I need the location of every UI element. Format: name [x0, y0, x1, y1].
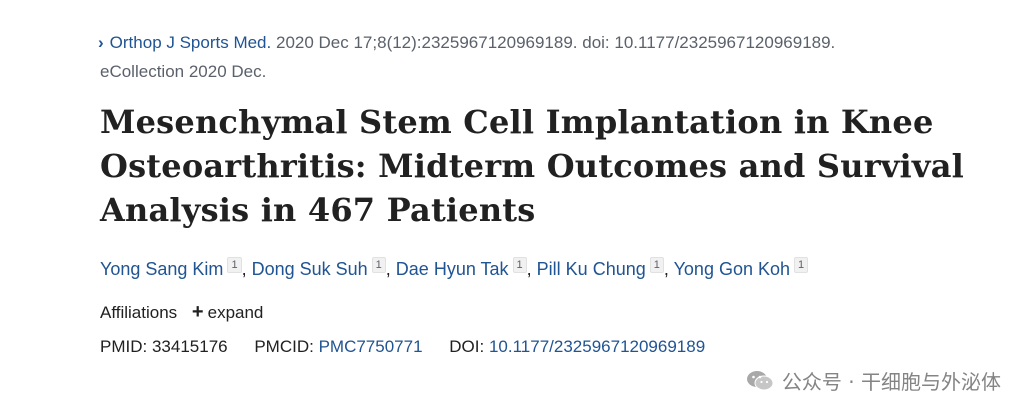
pmcid-group: PMCID: PMC7750771: [254, 337, 422, 356]
affiliation-marker[interactable]: 1: [794, 257, 809, 273]
pmid-label: PMID:: [100, 337, 148, 356]
author-item: Pill Ku Chung 1,: [536, 257, 674, 279]
affiliation-marker[interactable]: 1: [649, 257, 664, 273]
article-header: › Orthop J Sports Med. 2020 Dec 17;8(12):…: [98, 28, 1000, 361]
watermark-text: 公众号 · 干细胞与外泌体: [781, 370, 1001, 394]
author-link[interactable]: Pill Ku Chung: [536, 259, 646, 279]
author-link[interactable]: Yong Gon Koh: [673, 259, 790, 279]
citation: › Orthop J Sports Med. 2020 Dec 17;8(12):…: [98, 28, 1000, 86]
affiliation-marker[interactable]: 1: [371, 257, 386, 273]
doi-group: DOI: 10.1177/2325967120969189: [449, 337, 705, 356]
expand-label: expand: [207, 303, 264, 322]
watermark: 公众号 · 干细胞与外泌体: [746, 366, 1001, 395]
author-link[interactable]: Dong Suk Suh: [251, 259, 368, 279]
author-item: Dae Hyun Tak 1,: [395, 257, 537, 279]
pmid-group: PMID: 33415176: [100, 337, 228, 356]
author-item: Yong Gon Koh 1: [673, 257, 809, 279]
affiliation-marker[interactable]: 1: [512, 257, 527, 273]
affiliations-row: Affiliations + expand: [100, 298, 1000, 327]
authors-list: Yong Sang Kim 1, Dong Suk Suh 1, Dae Hyun …: [100, 254, 1000, 284]
author-link[interactable]: Yong Sang Kim: [100, 259, 224, 279]
citation-details: 2020 Dec 17;8(12):2325967120969189. doi:…: [275, 33, 836, 52]
doi-link[interactable]: 10.1177/2325967120969189: [488, 337, 706, 356]
citation-ecollection: eCollection 2020 Dec.: [100, 62, 267, 81]
author-item: Yong Sang Kim 1,: [100, 257, 252, 279]
affiliation-marker[interactable]: 1: [227, 257, 242, 273]
journal-link[interactable]: Orthop J Sports Med.: [109, 33, 272, 52]
plus-icon: +: [191, 301, 204, 323]
pmcid-label: PMCID:: [254, 337, 314, 356]
article-title: Mesenchymal Stem Cell Implantation in Kn…: [100, 103, 964, 229]
pmcid-link[interactable]: PMC7750771: [318, 337, 423, 356]
chevron-right-icon[interactable]: ›: [98, 33, 104, 52]
pmid-value: 33415176: [151, 337, 228, 356]
wechat-icon: [746, 370, 774, 390]
expand-affiliations-button[interactable]: + expand: [191, 301, 264, 323]
affiliations-label: Affiliations: [100, 303, 178, 322]
author-link[interactable]: Dae Hyun Tak: [395, 259, 509, 279]
identifiers-row: PMID: 33415176 PMCID: PMC7750771 DOI: 10…: [100, 333, 1000, 361]
doi-label: DOI:: [449, 337, 485, 356]
author-item: Dong Suk Suh 1,: [251, 257, 396, 279]
